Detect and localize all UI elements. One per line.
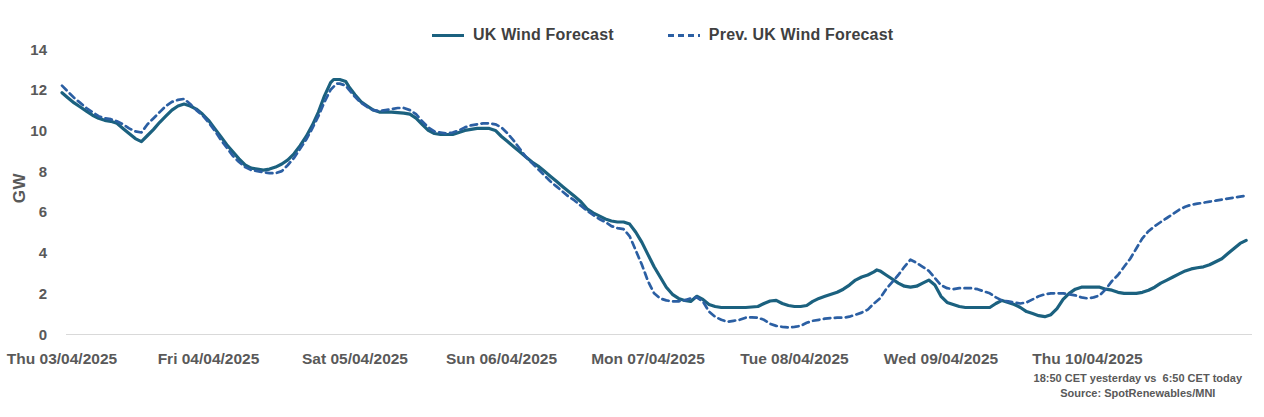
series-line-uk-wind-forecast	[62, 80, 1246, 317]
legend-item-prev-uk-wind-forecast: Prev. UK Wind Forecast	[668, 26, 893, 44]
chart-footnote: 18:50 CET yesterday vs 6:50 CET today So…	[1034, 371, 1242, 401]
uk-wind-forecast-chart: UK Wind Forecast Prev. UK Wind Forecast …	[0, 0, 1264, 417]
y-axis-title: GW	[10, 161, 30, 215]
footnote-timestamp: 18:50 CET yesterday vs 6:50 CET today	[1034, 371, 1242, 386]
legend-label-uk-wind-forecast: UK Wind Forecast	[473, 26, 614, 44]
solid-line-swatch-icon	[432, 34, 464, 37]
legend-label-prev-uk-wind-forecast: Prev. UK Wind Forecast	[709, 26, 893, 44]
x-tick-label: Tue 08/04/2025	[740, 350, 849, 367]
x-tick-label: Sun 06/04/2025	[446, 350, 558, 367]
x-tick-label: Sat 05/04/2025	[302, 350, 408, 367]
y-tick-label: 6	[39, 203, 47, 220]
x-tick-label: Thu 10/04/2025	[1032, 350, 1143, 367]
y-tick-label: 4	[39, 244, 48, 261]
footnote-source: Source: SpotRenewables/MNI	[1060, 386, 1215, 401]
x-tick-label: Wed 09/04/2025	[884, 350, 999, 367]
series-line-prev-uk-wind-forecast	[62, 84, 1246, 328]
y-tick-label: 14	[30, 41, 47, 58]
y-tick-label: 10	[30, 122, 47, 139]
plot-area: 0 2 4 6 8 10 12 14 Thu 03/04/2025 Fri 04/04/2025 S…	[0, 0, 1264, 417]
y-tick-label: 12	[30, 81, 47, 98]
x-tick-label: Mon 07/04/2025	[591, 350, 705, 367]
chart-legend: UK Wind Forecast Prev. UK Wind Forecast	[432, 26, 893, 44]
y-tick-label: 0	[39, 326, 47, 343]
dashed-line-swatch-icon	[668, 34, 700, 37]
x-tick-label: Fri 04/04/2025	[158, 350, 260, 367]
y-tick-label: 8	[39, 163, 47, 180]
legend-item-uk-wind-forecast: UK Wind Forecast	[432, 26, 614, 44]
y-tick-label: 2	[39, 285, 47, 302]
x-tick-label: Thu 03/04/2025	[7, 350, 118, 367]
